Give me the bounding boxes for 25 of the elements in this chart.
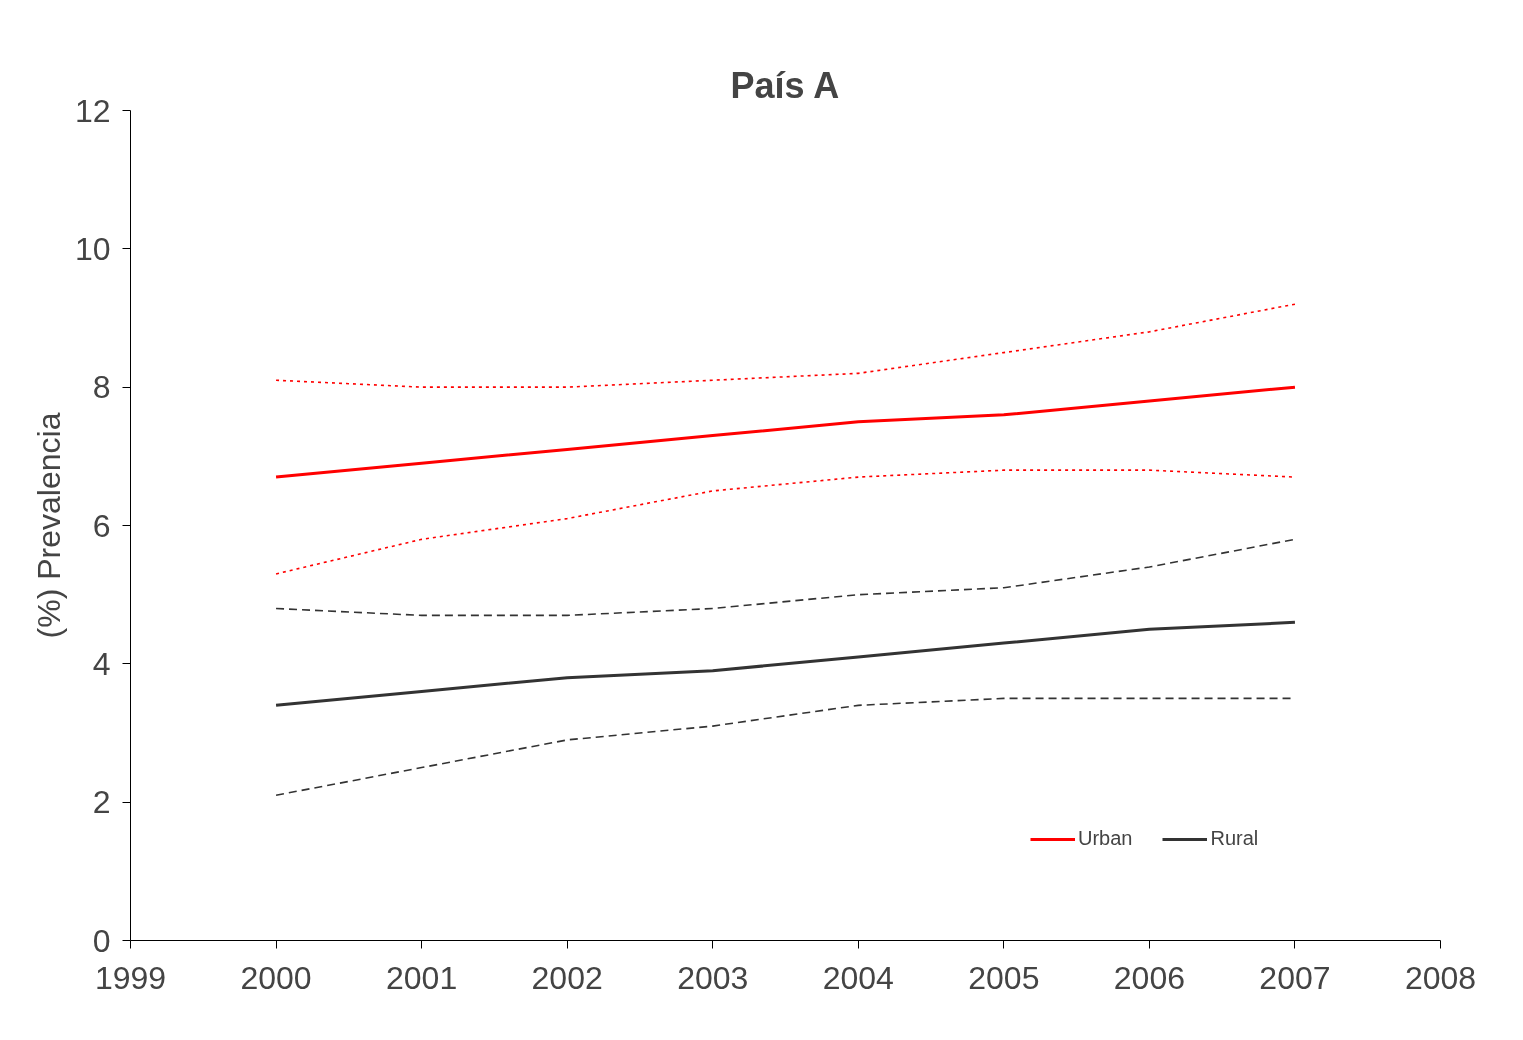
x-tick-label: 2000 bbox=[240, 959, 312, 996]
x-tick-label: 2006 bbox=[1113, 959, 1185, 996]
line-series bbox=[274, 385, 1297, 479]
x-tick-label: 2004 bbox=[822, 959, 894, 996]
y-tick-label: 4 bbox=[92, 645, 111, 682]
y-axis-title: (%) Prevalencia bbox=[30, 412, 67, 639]
y-tick-label: 6 bbox=[92, 507, 111, 544]
y-tick-label: 0 bbox=[92, 922, 111, 959]
line-series bbox=[275, 303, 1296, 388]
line-series bbox=[275, 538, 1296, 617]
line-series bbox=[274, 620, 1297, 707]
y-tick-label: 12 bbox=[74, 92, 111, 129]
chart-title: País A bbox=[730, 64, 840, 106]
x-tick-label: 2002 bbox=[531, 959, 603, 996]
x-tick-label: 2001 bbox=[386, 959, 458, 996]
legend-label: Urban bbox=[1078, 827, 1133, 850]
y-tick-label: 2 bbox=[92, 784, 111, 821]
x-tick-label: 2005 bbox=[968, 959, 1040, 996]
x-tick-label: 2008 bbox=[1404, 959, 1477, 996]
x-tick-label: 1999 bbox=[94, 959, 167, 996]
y-tick-label: 8 bbox=[92, 369, 111, 406]
x-tick-label: 2003 bbox=[677, 959, 749, 996]
x-tick-label: 2007 bbox=[1259, 959, 1331, 996]
y-tick-label: 10 bbox=[74, 230, 111, 267]
legend-label: Rural bbox=[1210, 827, 1259, 850]
